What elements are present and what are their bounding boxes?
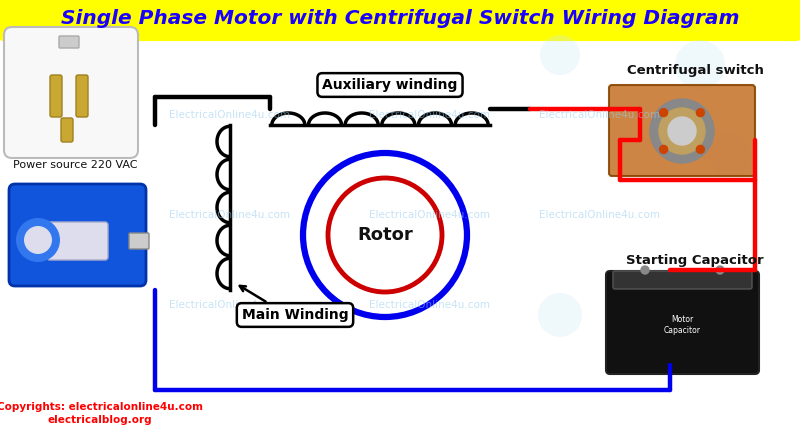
Text: Centrifugal switch: Centrifugal switch [626, 64, 763, 77]
Circle shape [708, 133, 752, 177]
Text: ElectricalOnline4u.com: ElectricalOnline4u.com [370, 300, 490, 310]
Circle shape [660, 146, 668, 154]
Circle shape [16, 218, 60, 262]
Text: Main Winding: Main Winding [242, 308, 348, 322]
Circle shape [650, 99, 714, 163]
Circle shape [540, 35, 580, 75]
Circle shape [24, 226, 52, 254]
Text: ElectricalOnline4u.com: ElectricalOnline4u.com [170, 210, 290, 220]
FancyBboxPatch shape [59, 36, 79, 48]
FancyBboxPatch shape [606, 271, 759, 374]
Circle shape [538, 293, 582, 337]
FancyBboxPatch shape [47, 222, 108, 260]
Circle shape [716, 266, 724, 274]
Text: Copyrights: electricalonline4u.com: Copyrights: electricalonline4u.com [0, 402, 203, 412]
Text: Single Phase Motor with Centrifugal Switch Wiring Diagram: Single Phase Motor with Centrifugal Swit… [61, 9, 739, 28]
Text: electricalblog.org: electricalblog.org [48, 415, 152, 425]
Text: ElectricalOnline4u.com: ElectricalOnline4u.com [539, 210, 661, 220]
Text: Rotor: Rotor [357, 226, 413, 244]
Text: ElectricalOnline4u.com: ElectricalOnline4u.com [370, 110, 490, 120]
Circle shape [680, 295, 720, 335]
FancyBboxPatch shape [61, 118, 73, 142]
Text: ElectricalOnline4u.com: ElectricalOnline4u.com [170, 300, 290, 310]
FancyBboxPatch shape [76, 75, 88, 117]
Circle shape [696, 146, 704, 154]
Circle shape [675, 40, 725, 90]
FancyBboxPatch shape [4, 27, 138, 158]
FancyBboxPatch shape [129, 233, 149, 249]
FancyBboxPatch shape [0, 0, 800, 39]
Circle shape [641, 266, 649, 274]
FancyBboxPatch shape [609, 85, 755, 176]
FancyBboxPatch shape [9, 184, 146, 286]
Text: Auxiliary winding: Auxiliary winding [322, 78, 458, 92]
Text: ElectricalOnline4u.com: ElectricalOnline4u.com [170, 110, 290, 120]
Circle shape [659, 108, 705, 154]
Text: Power source 220 VAC: Power source 220 VAC [13, 160, 138, 170]
Text: ElectricalOnline4u.com: ElectricalOnline4u.com [370, 210, 490, 220]
Text: Starting Capacitor: Starting Capacitor [626, 254, 764, 267]
Text: ElectricalOnline4u.com: ElectricalOnline4u.com [539, 110, 661, 120]
Circle shape [660, 109, 668, 117]
FancyBboxPatch shape [613, 271, 752, 289]
Text: Motor
Capacitor: Motor Capacitor [663, 316, 701, 335]
Circle shape [668, 117, 696, 145]
Circle shape [696, 109, 704, 117]
FancyBboxPatch shape [50, 75, 62, 117]
